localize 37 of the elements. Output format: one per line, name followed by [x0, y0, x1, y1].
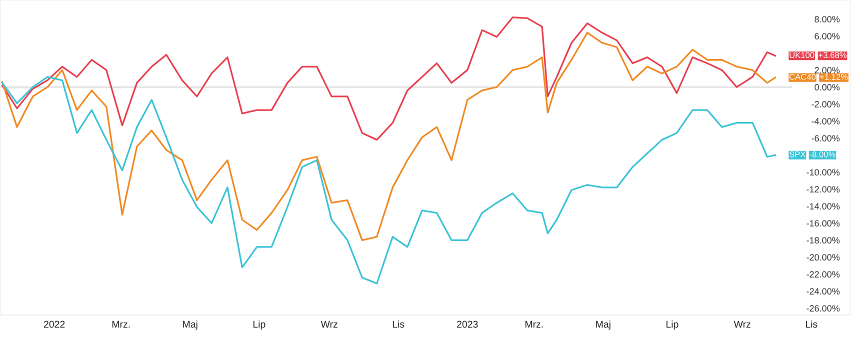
x-tick-label: Lis: [392, 320, 404, 328]
y-tick-label: -12.00%: [806, 186, 840, 192]
y-tick-label: -2.00%: [812, 101, 840, 108]
legend-label: SPX: [789, 151, 806, 158]
x-tick-label: Lip: [666, 320, 678, 330]
y-tick-label: -14.00%: [806, 203, 840, 210]
x-tick-label: Lip: [253, 320, 266, 330]
y-tick-label: -26.00%: [806, 305, 840, 312]
annotation: -8.00%: [810, 151, 836, 158]
y-tick-label: 6.00%: [814, 33, 840, 40]
legend-label: UK100: [790, 52, 814, 58]
x-tick-label: Maj: [183, 320, 198, 330]
line-series: [1, 76, 776, 284]
y-tick-label: -18.00%: [806, 237, 840, 244]
x-tick-label: Lis: [806, 320, 818, 328]
line-series: [1, 16, 776, 141]
annotation: +1.12%: [820, 74, 848, 80]
y-tick-label: -16.00%: [806, 220, 840, 227]
x-tick-label: Mrz.: [112, 320, 130, 328]
x-tick-label: 2023: [457, 320, 478, 328]
x-tick-label: 2022: [44, 320, 65, 328]
x-tick-label: Maj: [596, 320, 610, 330]
x-tick-label: Mrz.: [525, 320, 543, 328]
y-tick-label: -20.00%: [806, 254, 840, 261]
y-tick-label: 8.00%: [814, 16, 840, 22]
y-tick-label: -6.00%: [812, 135, 840, 142]
y-tick-label: -10.00%: [806, 169, 840, 176]
y-tick-label: -24.00%: [806, 288, 840, 295]
line-series: [1, 32, 776, 241]
x-tick-label: Wrz: [320, 320, 338, 328]
x-tick-label: Wrz: [734, 320, 750, 328]
y-tick-label: -4.00%: [812, 118, 840, 124]
annotation: +3.68%: [818, 52, 846, 58]
y-tick-label: 0.00%: [814, 84, 840, 90]
y-tick-label: 2.00%: [814, 67, 840, 74]
legend-label: CAC40: [789, 74, 816, 80]
y-tick-label: -22.00%: [806, 271, 840, 278]
